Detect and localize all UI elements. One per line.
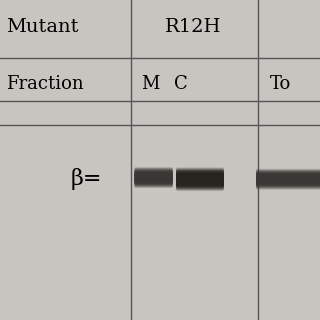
- Text: M: M: [141, 75, 160, 93]
- FancyBboxPatch shape: [176, 171, 224, 187]
- FancyBboxPatch shape: [256, 170, 320, 188]
- FancyBboxPatch shape: [256, 172, 320, 187]
- FancyBboxPatch shape: [256, 173, 320, 185]
- Text: R12H: R12H: [165, 18, 222, 36]
- FancyBboxPatch shape: [256, 174, 320, 184]
- Text: C: C: [174, 75, 188, 93]
- Text: β=: β=: [71, 168, 102, 190]
- FancyBboxPatch shape: [176, 170, 224, 188]
- FancyBboxPatch shape: [176, 173, 224, 185]
- Text: Mutant: Mutant: [6, 18, 79, 36]
- FancyBboxPatch shape: [134, 167, 173, 188]
- FancyBboxPatch shape: [256, 171, 320, 188]
- FancyBboxPatch shape: [134, 169, 173, 186]
- FancyBboxPatch shape: [134, 172, 173, 184]
- Text: To: To: [269, 75, 291, 93]
- FancyBboxPatch shape: [256, 169, 320, 189]
- Text: Fraction: Fraction: [6, 75, 84, 93]
- FancyBboxPatch shape: [176, 169, 224, 189]
- FancyBboxPatch shape: [176, 172, 224, 186]
- FancyBboxPatch shape: [134, 172, 173, 183]
- FancyBboxPatch shape: [176, 168, 224, 191]
- FancyBboxPatch shape: [134, 168, 173, 187]
- FancyBboxPatch shape: [134, 170, 173, 185]
